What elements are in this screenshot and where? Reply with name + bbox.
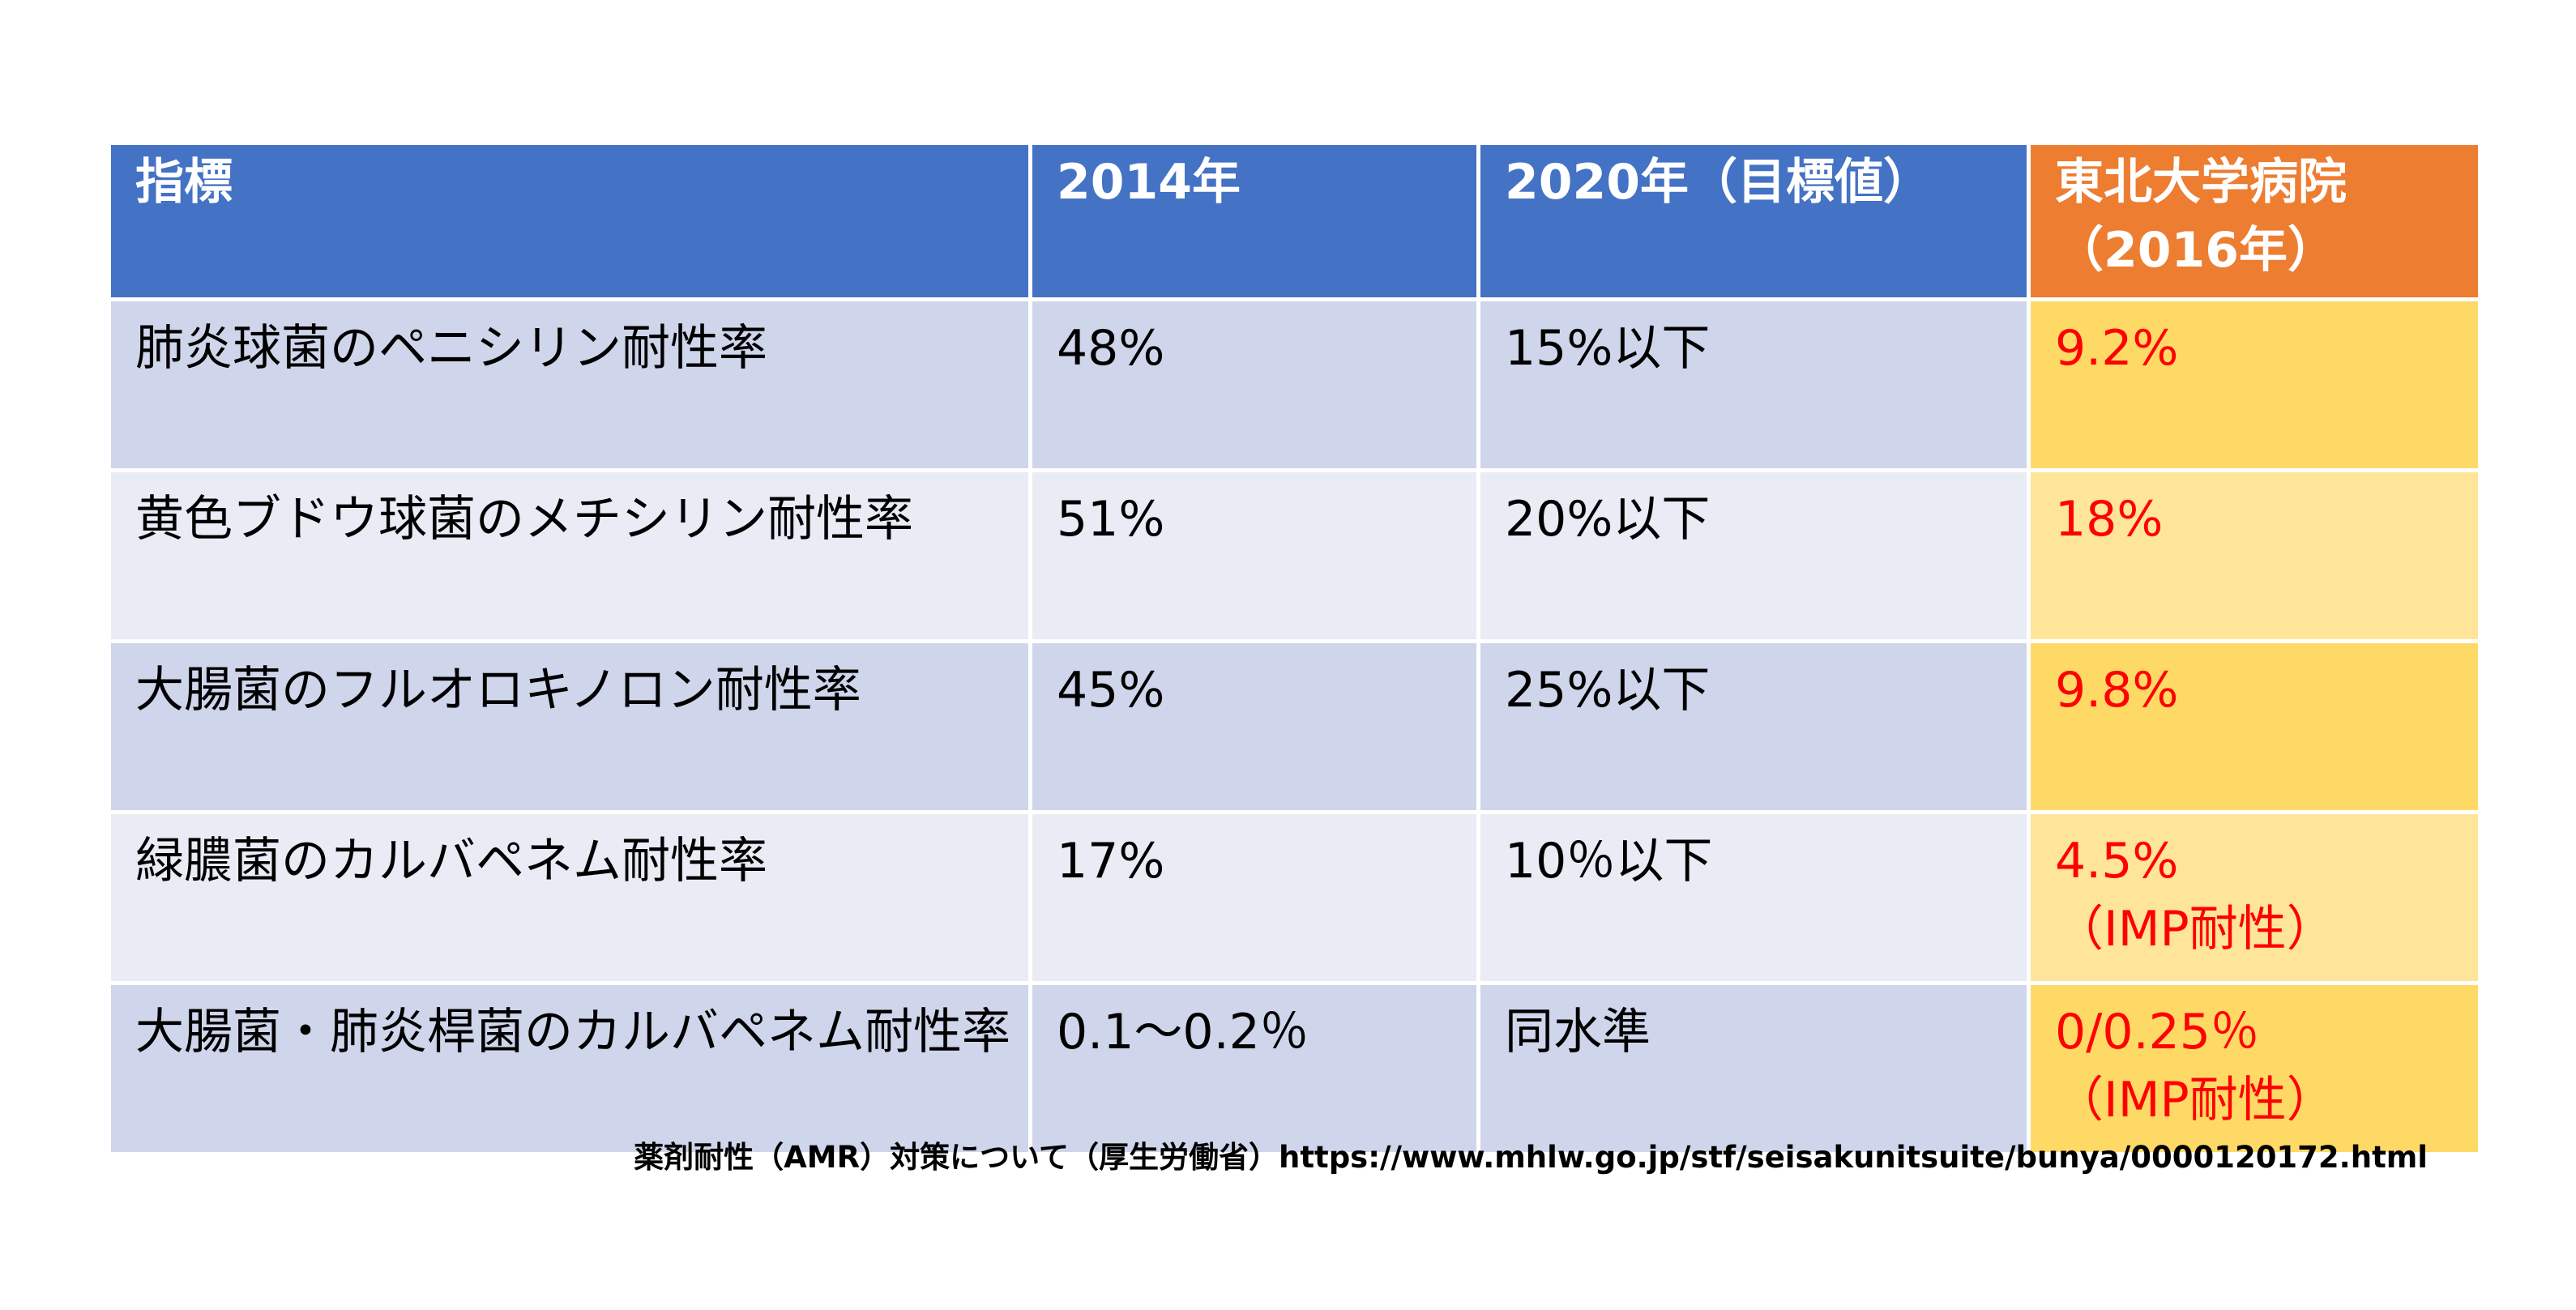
cell-2020: 10％以下 [1476, 810, 2031, 985]
amr-indicator-table: 指標 2014年 2020年（目標値） 東北大学病院 （2016年） 肺炎球菌の… [107, 141, 2482, 1156]
cell-2020: 15%以下 [1476, 297, 2031, 472]
cell-hospital: 4.5% （IMP耐性） [2027, 810, 2482, 985]
table-row: 黄色ブドウ球菌のメチシリン耐性率 51% 20%以下 18% [107, 468, 2482, 643]
header-tohoku-hospital: 東北大学病院 （2016年） [2027, 141, 2482, 301]
cell-2020: 同水準 [1476, 981, 2031, 1156]
cell-hospital-value: 9.8% [2055, 662, 2179, 719]
cell-2020: 25%以下 [1476, 639, 2031, 814]
cell-hospital-value: 18% [2055, 491, 2164, 548]
cell-2014: 51% [1028, 468, 1480, 643]
cell-hospital-note: （IMP耐性） [2055, 901, 2335, 958]
cell-indicator: 大腸菌のフルオロキノロン耐性率 [107, 639, 1032, 814]
header-2020-target: 2020年（目標値） [1476, 141, 2031, 301]
table-row: 肺炎球菌のペニシリン耐性率 48% 15%以下 9.2% [107, 297, 2482, 472]
table-row: 大腸菌のフルオロキノロン耐性率 45% 25%以下 9.8% [107, 639, 2482, 814]
source-citation: 薬剤耐性（AMR）対策について（厚生労働省）https://www.mhlw.g… [634, 1140, 2428, 1175]
table-row: 大腸菌・肺炎桿菌のカルバペネム耐性率 0.1～0.2％ 同水準 0/0.25％ … [107, 981, 2482, 1156]
cell-2014: 0.1～0.2％ [1028, 981, 1480, 1156]
cell-2020: 20%以下 [1476, 468, 2031, 643]
cell-hospital-value: 0/0.25％ [2055, 1004, 2259, 1060]
cell-indicator: 肺炎球菌のペニシリン耐性率 [107, 297, 1032, 472]
cell-2014: 17% [1028, 810, 1480, 985]
cell-hospital-note: （IMP耐性） [2055, 1072, 2335, 1129]
table-row: 緑膿菌のカルバペネム耐性率 17% 10％以下 4.5% （IMP耐性） [107, 810, 2482, 985]
cell-2014: 45% [1028, 639, 1480, 814]
cell-hospital-value: 4.5% [2055, 833, 2179, 890]
header-indicator: 指標 [107, 141, 1032, 301]
table-header: 指標 2014年 2020年（目標値） 東北大学病院 （2016年） [107, 141, 2482, 301]
cell-hospital: 18% [2027, 468, 2482, 643]
cell-hospital: 9.8% [2027, 639, 2482, 814]
header-hospital-name: 東北大学病院 [2055, 154, 2347, 211]
cell-indicator: 大腸菌・肺炎桿菌のカルバペネム耐性率 [107, 981, 1032, 1156]
cell-indicator: 黄色ブドウ球菌のメチシリン耐性率 [107, 468, 1032, 643]
cell-hospital: 9.2% [2027, 297, 2482, 472]
table-body: 肺炎球菌のペニシリン耐性率 48% 15%以下 9.2% 黄色ブドウ球菌のメチシ… [107, 297, 2482, 1156]
cell-2014: 48% [1028, 297, 1480, 472]
cell-indicator: 緑膿菌のカルバペネム耐性率 [107, 810, 1032, 985]
cell-hospital-value: 9.2% [2055, 320, 2179, 377]
header-hospital-year: （2016年） [2055, 222, 2336, 279]
header-row: 指標 2014年 2020年（目標値） 東北大学病院 （2016年） [107, 141, 2482, 301]
header-2014: 2014年 [1028, 141, 1480, 301]
cell-hospital: 0/0.25％ （IMP耐性） [2027, 981, 2482, 1156]
